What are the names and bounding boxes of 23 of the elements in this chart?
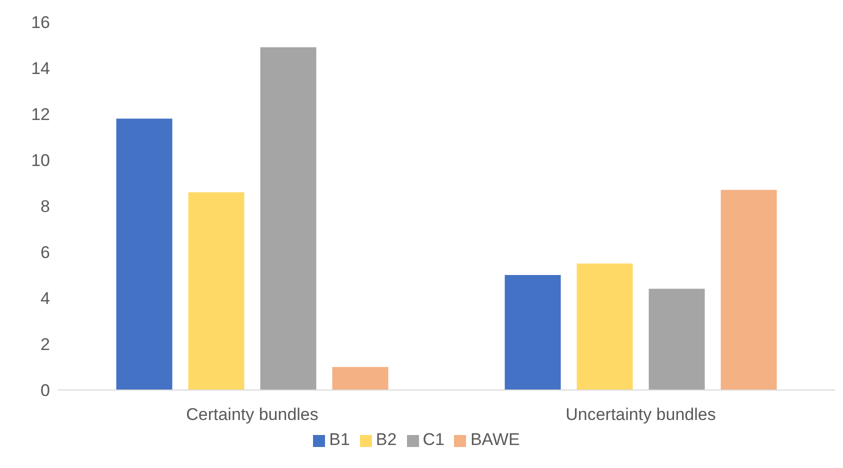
bar xyxy=(648,288,705,390)
y-tick-label: 2 xyxy=(40,335,50,354)
y-tick-label: 8 xyxy=(40,197,50,216)
y-tick-label: 12 xyxy=(31,105,50,124)
legend-label: BAWE xyxy=(470,430,520,449)
y-tick-label: 4 xyxy=(40,289,50,308)
bar xyxy=(116,118,172,390)
y-tick-label: 6 xyxy=(40,243,50,262)
bar xyxy=(188,192,244,390)
bar xyxy=(576,264,633,390)
bar xyxy=(260,47,316,390)
y-tick-label: 10 xyxy=(31,151,50,170)
x-tick-label: Certainty bundles xyxy=(186,405,318,424)
bar xyxy=(720,190,777,390)
legend-label: B2 xyxy=(376,430,397,449)
bar xyxy=(332,367,388,390)
y-tick-label: 0 xyxy=(40,381,50,400)
legend-label: C1 xyxy=(422,430,444,449)
y-tick-label: 16 xyxy=(31,13,50,32)
legend-label: B1 xyxy=(329,430,350,449)
x-tick-label: Uncertainty bundles xyxy=(566,405,716,424)
y-tick-label: 14 xyxy=(31,59,50,78)
bar xyxy=(504,275,561,390)
